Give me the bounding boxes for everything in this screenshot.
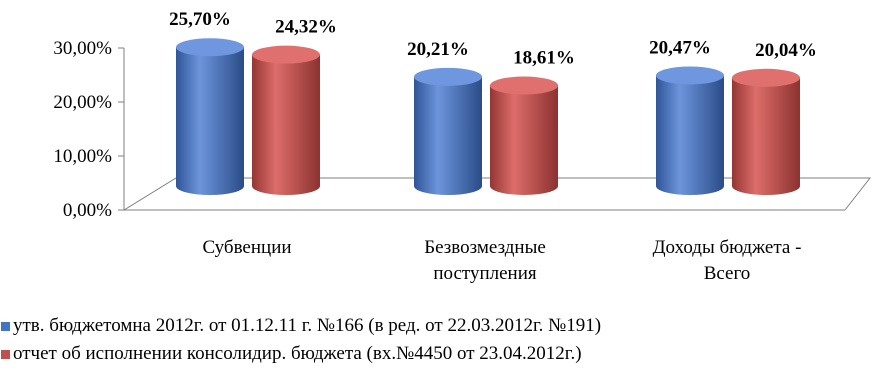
legend-label-series-2: отчет об исполнении консолидир. бюджета … [13,343,582,364]
data-label: 18,61% [513,48,575,69]
bar-body [176,47,244,195]
y-tick-label: 20,00% [53,92,112,113]
x-category-label: Безвозмездные поступления [424,237,546,284]
chart-legend: утв. бюджетомна 2012г. от 01.12.11 г. №1… [0,312,888,368]
y-tick-label: 0,00% [63,200,112,221]
data-label: 20,21% [407,39,469,60]
legend-swatch-series-2 [1,349,10,359]
bar-body [656,75,724,195]
x-category-line: Безвозмездные [424,237,546,258]
legend-entry-series-2: отчет об исполнении консолидир. бюджета … [0,340,888,368]
x-category-label: Доходы бюджета - Всего [653,237,802,284]
bar-chart: 0,00% 10,00% 20,00% 30,00% Субвенции Безвозм… [53,9,872,284]
bar-top [656,66,724,85]
x-category-line: Доходы бюджета - [653,237,802,258]
y-tick-label: 30,00% [53,38,112,59]
x-category-line: поступления [433,263,537,284]
bar-body [732,77,800,195]
bar-body [414,76,482,195]
legend-entry-series-1: утв. бюджетомна 2012г. от 01.12.11 г. №1… [0,312,888,340]
bar-top [176,38,244,57]
x-category-line: Всего [704,263,751,284]
bar [490,76,558,195]
bar-top [490,76,558,95]
data-labels: 25,70% 20,21% 20,47% 24,32% 18,61% 20,04% [169,9,817,68]
data-label: 24,32% [275,17,337,38]
bar [176,38,244,195]
y-axis-ticks: 0,00% 10,00% 20,00% 30,00% [53,38,124,221]
bar-top [414,67,482,86]
data-label: 20,47% [649,37,711,58]
bar [252,45,320,196]
bar-body [252,54,320,196]
x-category-label: Субвенции [202,237,291,258]
legend-swatch-series-1 [1,321,10,331]
chart-bars [176,38,800,196]
data-label: 25,70% [169,9,231,30]
bar [656,66,724,195]
bar-top [252,45,320,64]
bar [414,67,482,195]
bar-top [732,68,800,87]
data-label: 20,04% [755,40,817,61]
x-category-line: Субвенции [202,237,291,258]
x-axis-categories: Субвенции Безвозмездные поступления Доходы … [202,237,801,284]
bar [732,68,800,195]
bar-body [490,85,558,195]
legend-label-series-1: утв. бюджетомна 2012г. от 01.12.11 г. №1… [13,315,602,336]
y-tick-label: 10,00% [53,146,112,167]
